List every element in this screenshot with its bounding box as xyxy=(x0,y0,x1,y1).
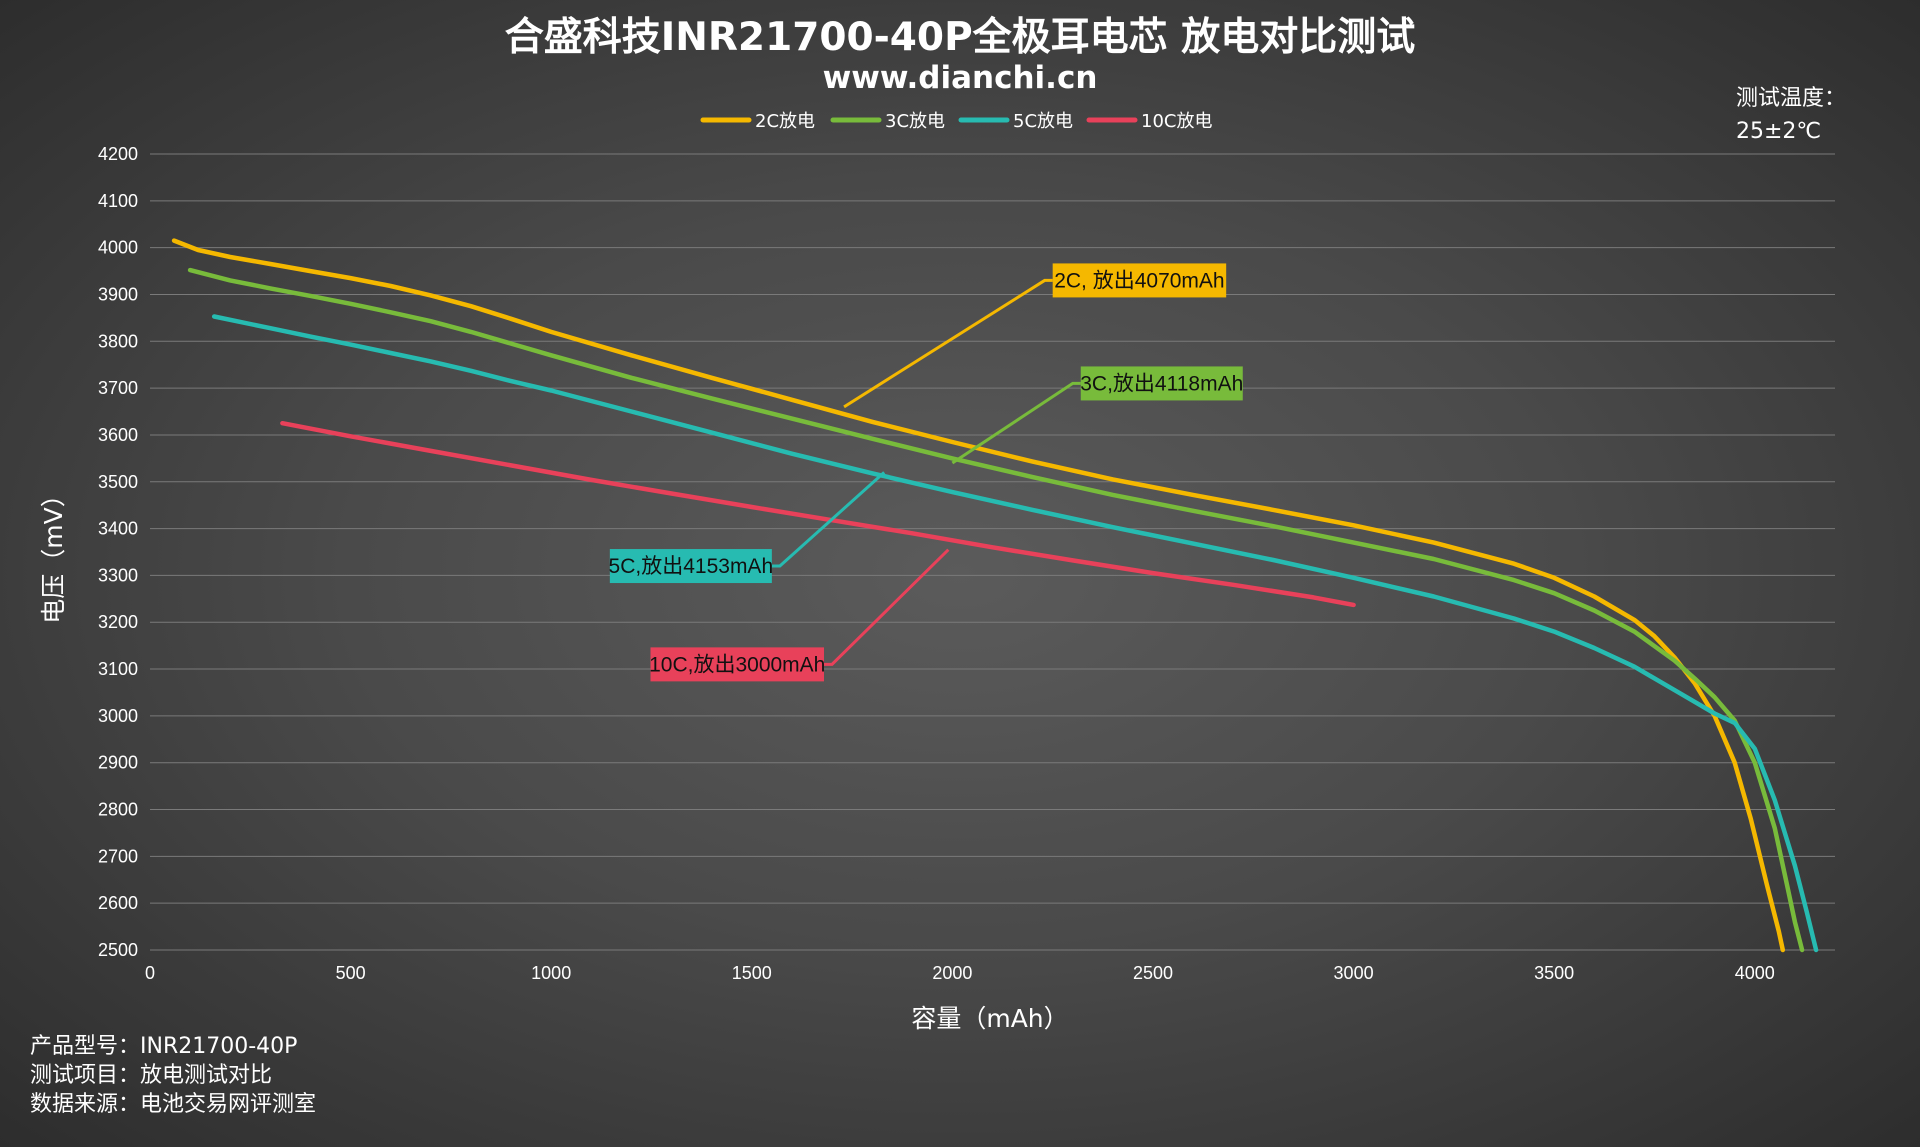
y-axis-title: 电压（mV） xyxy=(39,482,68,623)
y-tick-label: 2700 xyxy=(98,846,138,866)
x-axis-ticks: 0 500 1000 1500 2000 2500 3000 3500 4000 xyxy=(145,963,1775,983)
y-tick-label: 3000 xyxy=(98,706,138,726)
callout-leader xyxy=(771,471,886,568)
y-tick-label: 3400 xyxy=(98,519,138,539)
y-tick-label: 4200 xyxy=(98,144,138,164)
x-tick-label: 1000 xyxy=(531,963,571,983)
callout-box xyxy=(650,647,824,682)
series-line xyxy=(187,267,1805,953)
x-tick-label: 1500 xyxy=(732,963,772,983)
y-tick-label: 4000 xyxy=(98,238,138,258)
chart-subtitle: www.dianchi.cn xyxy=(823,60,1098,96)
x-tick-label: 2500 xyxy=(1133,963,1173,983)
info-data-source: 数据来源：电池交易网评测室 xyxy=(30,1092,316,1117)
y-tick-label: 3600 xyxy=(98,425,138,445)
series-line xyxy=(280,420,1356,608)
legend-label: 3C放电 xyxy=(885,111,945,132)
series-line xyxy=(211,314,1819,953)
callout-label: 10C,放出3000mAh xyxy=(649,653,825,676)
callout-leader xyxy=(951,381,1081,465)
y-tick-label: 2800 xyxy=(98,800,138,820)
annotations: 2C, 放出4070mAh 3C,放出4118mAh 5C,放出4153mAh 10C… xyxy=(609,263,1243,682)
temp-note-label: 测试温度： xyxy=(1736,86,1846,111)
y-tick-label: 3700 xyxy=(98,378,138,398)
legend-label: 10C放电 xyxy=(1141,111,1212,132)
x-tick-label: 0 xyxy=(145,963,155,983)
callout-label: 2C, 放出4070mAh xyxy=(1054,269,1224,292)
series-line xyxy=(171,238,1786,953)
legend-label: 5C放电 xyxy=(1013,111,1073,132)
temp-note-value: 25±2℃ xyxy=(1736,119,1821,144)
x-tick-label: 2000 xyxy=(932,963,972,983)
y-tick-label: 2500 xyxy=(98,940,138,960)
chart-title: 合盛科技INR21700-40P全极耳电芯 放电对比测试 xyxy=(505,15,1415,60)
callout-box xyxy=(1080,366,1243,401)
chart-legend: 2C放电 3C放电 5C放电 10C放电 xyxy=(700,111,1212,132)
x-tick-label: 3500 xyxy=(1534,963,1574,983)
x-axis-title: 容量（mAh） xyxy=(911,1004,1068,1033)
grid-lines xyxy=(150,153,1835,951)
y-tick-label: 3500 xyxy=(98,472,138,492)
y-tick-label: 2900 xyxy=(98,753,138,773)
callout-label: 3C,放出4118mAh xyxy=(1080,372,1243,395)
callout-label: 5C,放出4153mAh xyxy=(609,555,774,578)
data-series xyxy=(171,238,1819,953)
y-axis-ticks: 4200 4100 4000 3900 3800 3700 3600 3500 3400 3300… xyxy=(98,144,138,960)
y-tick-label: 3100 xyxy=(98,659,138,679)
info-test-item: 测试项目：放电测试对比 xyxy=(30,1063,272,1088)
info-model: 产品型号：INR21700-40P xyxy=(30,1034,297,1059)
callout-leader xyxy=(824,548,950,666)
legend-label: 2C放电 xyxy=(755,111,815,132)
x-tick-label: 3000 xyxy=(1334,963,1374,983)
callout-leader xyxy=(843,278,1053,409)
callout-box xyxy=(1052,263,1227,298)
y-tick-label: 3200 xyxy=(98,612,138,632)
y-tick-label: 3300 xyxy=(98,565,138,585)
y-tick-label: 3900 xyxy=(98,284,138,304)
y-tick-label: 3800 xyxy=(98,331,138,351)
x-tick-label: 500 xyxy=(336,963,366,983)
callout-box xyxy=(609,549,772,584)
x-tick-label: 4000 xyxy=(1735,963,1775,983)
y-tick-label: 4100 xyxy=(98,191,138,211)
y-tick-label: 2600 xyxy=(98,893,138,913)
